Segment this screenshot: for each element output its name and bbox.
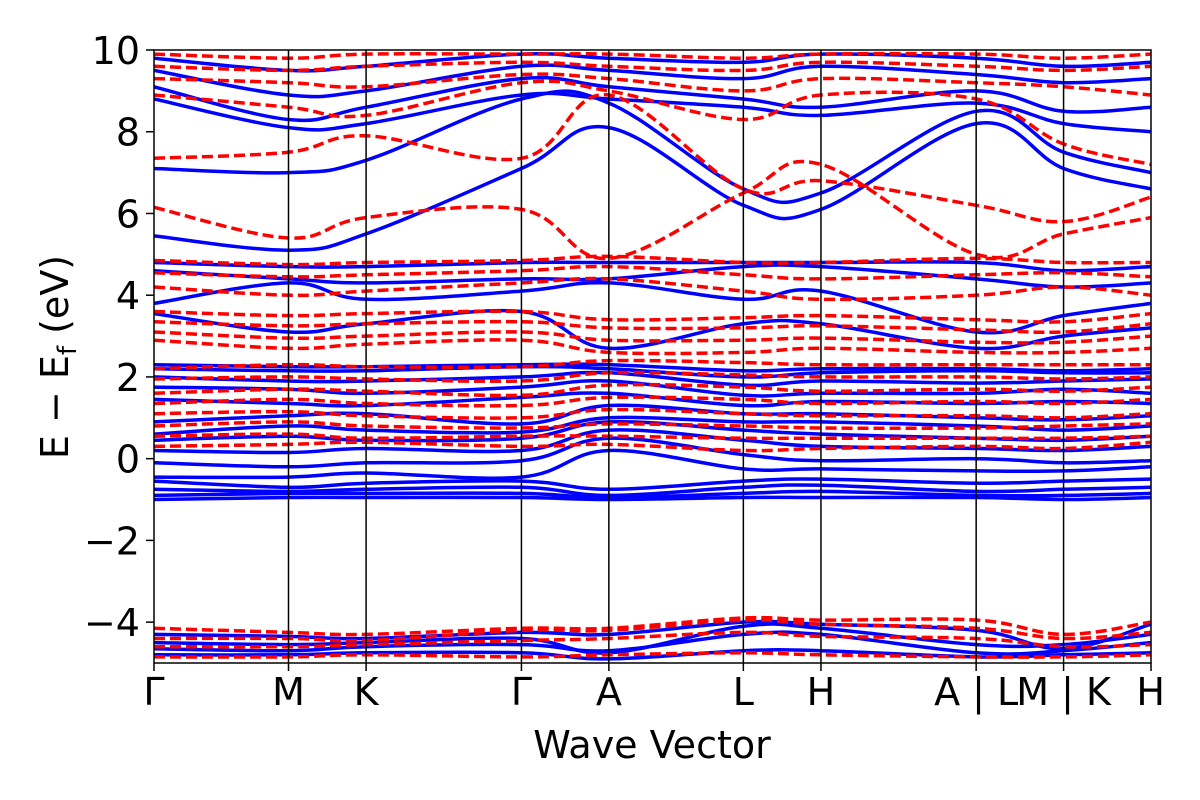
- solid-band-line: [154, 448, 1151, 480]
- y-axis-label-subscript: f: [53, 345, 83, 355]
- solid-band-line: [154, 477, 1151, 492]
- bands-layer: [154, 51, 1151, 661]
- y-axis-label-main: E − E: [33, 355, 77, 459]
- dashed-band-line: [154, 432, 1151, 441]
- y-tick-label: −4: [84, 601, 140, 645]
- y-tick-label: 10: [92, 29, 140, 73]
- solid-band-line: [154, 91, 1151, 134]
- dashed-band-line: [154, 618, 1151, 643]
- x-tick-label: A | L: [934, 670, 1018, 715]
- plot-frame: [153, 49, 1152, 664]
- solid-band-line: [154, 260, 1151, 273]
- x-tick-label: M: [272, 670, 305, 714]
- dashed-band-line: [154, 319, 1151, 335]
- dashed-band-line: [154, 382, 1151, 398]
- series-solid: [154, 52, 1151, 661]
- dashed-band-line: [154, 615, 1151, 637]
- y-tick-label: 4: [116, 274, 140, 318]
- solid-band-line: [154, 428, 1151, 455]
- solid-band-line: [154, 489, 1151, 500]
- solid-band-line: [154, 263, 1151, 289]
- dashed-band-line: [154, 72, 1151, 97]
- dashed-band-line: [154, 79, 1151, 167]
- solid-band-line: [154, 483, 1151, 498]
- x-tick-label: A: [596, 670, 622, 714]
- solid-band-line: [154, 378, 1151, 398]
- series-dashed: [154, 51, 1151, 659]
- y-axis-label-unit: (eV): [33, 255, 77, 346]
- dashed-band-line: [154, 309, 1151, 324]
- dashed-band-line: [154, 420, 1151, 431]
- x-tick-label: H: [1136, 670, 1165, 714]
- x-tick-label: M | K: [1016, 670, 1112, 715]
- dashed-band-line: [154, 651, 1151, 659]
- y-axis-label: E − Ef (eV): [33, 255, 83, 459]
- dashed-band-line: [154, 330, 1151, 345]
- solid-band-line: [154, 622, 1151, 655]
- dashed-band-line: [154, 440, 1151, 453]
- solid-band-line: [154, 364, 1151, 379]
- y-tick-label: 6: [116, 192, 140, 236]
- dashed-band-line: [154, 407, 1151, 420]
- solid-band-line: [154, 89, 1151, 205]
- dashed-band-line: [154, 93, 1151, 224]
- x-tick-label: Γ: [511, 670, 532, 714]
- dashed-band-line: [154, 395, 1151, 408]
- x-axis-ticks: Γ M K Γ A L H A | LM | K H: [143, 663, 1165, 715]
- x-tick-label: L: [733, 670, 754, 714]
- y-tick-label: −2: [84, 519, 140, 563]
- dashed-band-line: [154, 276, 1151, 302]
- dashed-band-line: [154, 264, 1151, 281]
- dashed-band-line: [154, 358, 1151, 371]
- solid-band-line: [154, 370, 1151, 388]
- dashed-band-line: [154, 159, 1151, 261]
- dashed-band-line: [154, 630, 1151, 649]
- x-tick-label: K: [354, 670, 380, 714]
- dashed-band-line: [154, 370, 1151, 384]
- y-tick-label: 0: [116, 438, 140, 482]
- dashed-band-line: [154, 51, 1151, 60]
- x-tick-label: H: [807, 670, 836, 714]
- y-axis-ticks: 10 8 6 4 2 0 −2 −4: [84, 29, 154, 645]
- solid-band-line: [154, 120, 1151, 252]
- dashed-band-line: [154, 254, 1151, 267]
- solid-band-line: [154, 619, 1151, 651]
- y-tick-label: 2: [116, 356, 140, 400]
- dashed-band-line: [154, 338, 1151, 356]
- x-axis-label: Wave Vector: [533, 723, 771, 767]
- solid-band-line: [154, 495, 1151, 502]
- solid-band-line: [154, 436, 1151, 469]
- dashed-band-line: [154, 60, 1151, 73]
- y-tick-label: 8: [116, 111, 140, 155]
- solid-band-line: [154, 75, 1151, 123]
- x-tick-label: Γ: [143, 670, 164, 714]
- solid-band-line: [154, 63, 1151, 99]
- kpoint-divider-lines: [287, 50, 1065, 663]
